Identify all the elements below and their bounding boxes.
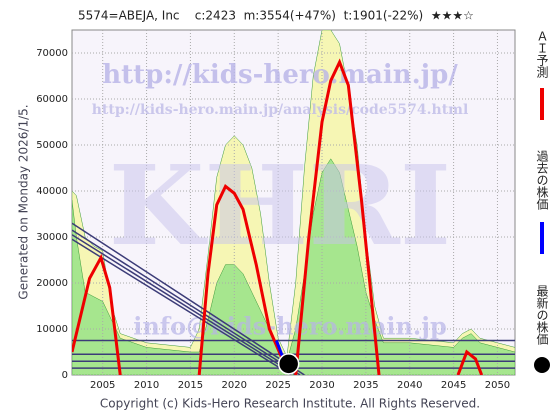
y-axis-title: Generated on Monday 2026/1/5. (17, 104, 31, 299)
trend-line (72, 222, 305, 375)
x-tick-label: 2005 (90, 380, 115, 391)
trend-line (72, 229, 301, 375)
y-tick-label: 70000 (36, 48, 68, 59)
x-tick-label: 2020 (222, 380, 247, 391)
legend-label: ＡＩ予測 (535, 30, 549, 79)
legend-label: 最新の株価 (535, 285, 549, 345)
footer: Copyright (c) Kids-Hero Research Institu… (100, 397, 480, 411)
x-tick-label: 2040 (397, 380, 422, 391)
x-tick-label: 2015 (178, 380, 203, 391)
latest-price (277, 353, 300, 375)
trend-line (72, 234, 297, 375)
legend-label: 過去の株価 (535, 150, 549, 210)
legend-swatch (534, 357, 550, 373)
series-line (72, 58, 484, 375)
x-tick-label: 2010 (134, 380, 159, 391)
plot-layer: http://kids-hero.main.jp/http://kids-her… (72, 30, 515, 375)
watermark: http://kids-hero.main.jp/ (102, 60, 458, 90)
y-tick-label: 60000 (36, 94, 68, 105)
y-tick-label: 20000 (36, 278, 68, 289)
chart-title: 5574=ABEJA, Inc c:2423 m:3554(+47%) t:19… (78, 9, 474, 23)
watermark: info@kids-hero.main.jp (133, 312, 447, 341)
x-tick-label: 2050 (485, 380, 510, 391)
x-tick-label: 2030 (309, 380, 334, 391)
x-tick-label: 2035 (353, 380, 378, 391)
y-tick-label: 10000 (36, 324, 68, 335)
watermark: http://kids-hero.main.jp/analysis/code55… (92, 102, 469, 118)
x-tick-label: 2025 (265, 380, 290, 391)
trend-line (72, 238, 292, 375)
y-tick-label: 50000 (36, 140, 68, 151)
y-tick-label: 40000 (36, 186, 68, 197)
y-tick-label: 0 (62, 370, 68, 381)
x-tick-label: 2045 (441, 380, 466, 391)
watermark: KHRI (109, 141, 451, 270)
y-tick-label: 30000 (36, 232, 68, 243)
